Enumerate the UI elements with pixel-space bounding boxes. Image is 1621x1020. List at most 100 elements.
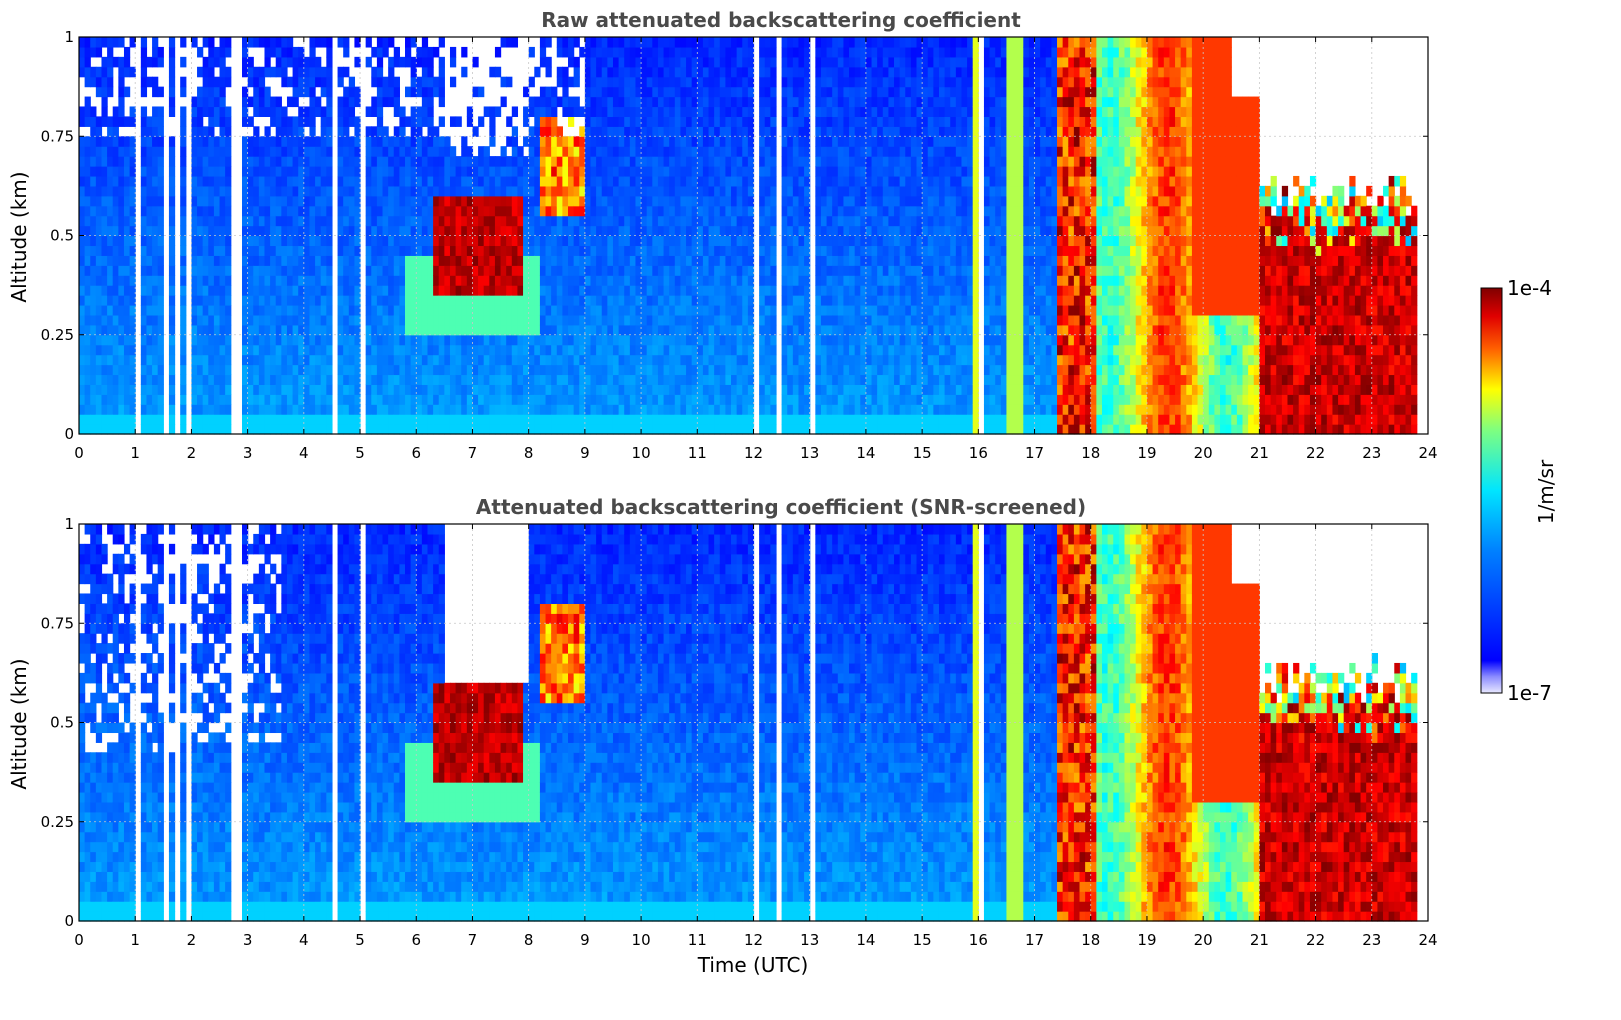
heatmap-cell — [371, 374, 378, 385]
heatmap-cell — [865, 66, 873, 78]
heatmap-cell — [421, 424, 429, 435]
heatmap-cell — [624, 424, 631, 435]
heatmap-cell — [815, 394, 822, 405]
heatmap-cell — [804, 344, 811, 356]
heatmap-cell — [511, 156, 519, 167]
heatmap-cell — [388, 37, 395, 48]
heatmap-cell — [657, 146, 665, 157]
heatmap-cell — [714, 314, 721, 326]
heatmap-cell — [657, 404, 665, 415]
heatmap-cell — [624, 106, 631, 117]
heatmap-cell — [410, 166, 417, 177]
heatmap-cell — [202, 245, 209, 256]
heatmap-cell — [551, 106, 558, 117]
heatmap-cell — [764, 106, 771, 117]
heatmap-cell — [112, 304, 119, 316]
heatmap-cell — [882, 76, 889, 88]
heatmap-cell — [820, 96, 828, 108]
heatmap-cell — [596, 354, 603, 366]
heatmap-cell — [702, 354, 710, 366]
heatmap-cell — [191, 166, 198, 177]
heatmap-cell — [483, 245, 490, 256]
heatmap-cell — [371, 414, 378, 425]
heatmap-cell — [815, 56, 822, 68]
heatmap-cell — [719, 146, 726, 157]
heatmap-cell — [112, 235, 119, 247]
heatmap-cell — [657, 414, 665, 425]
heatmap-area: 0 1 2 3 4 5 6 7 8 9 10 11 12 13 14 15 16 17 18 19 20 21 22 23 24… — [41, 28, 1438, 462]
heatmap-cell — [129, 136, 136, 147]
heatmap-cell — [309, 334, 316, 346]
heatmap-cell — [326, 344, 333, 356]
heatmap-cell — [129, 304, 136, 316]
heatmap-cell — [702, 285, 710, 296]
heatmap-cell — [736, 275, 743, 286]
heatmap-cell — [877, 295, 884, 306]
heatmap-cell — [854, 354, 861, 366]
heatmap-cell — [511, 175, 519, 187]
heatmap-cell — [376, 354, 384, 366]
heatmap-cell — [123, 324, 131, 336]
heatmap-cell — [652, 364, 659, 376]
heatmap-cell — [292, 175, 299, 187]
heatmap-cell — [590, 56, 597, 68]
heatmap-cell — [275, 215, 282, 227]
heatmap-cell — [674, 46, 682, 58]
heatmap-cell — [826, 255, 833, 266]
heatmap-cell — [180, 334, 187, 346]
heatmap-cell — [247, 37, 254, 48]
heatmap-cell — [253, 334, 260, 346]
heatmap-cell — [849, 324, 856, 336]
heatmap-cell — [286, 225, 294, 237]
heatmap-cell — [427, 334, 434, 346]
heatmap-cell — [129, 185, 136, 197]
heatmap-cell — [719, 364, 726, 376]
heatmap-cell — [191, 245, 198, 256]
heatmap-cell — [865, 156, 873, 167]
heatmap-cell — [747, 106, 755, 117]
heatmap-cell — [444, 295, 451, 306]
heatmap-cell — [410, 265, 417, 276]
heatmap-cell — [680, 175, 687, 187]
heatmap-cell — [612, 195, 620, 207]
heatmap-cell — [270, 205, 277, 217]
heatmap-cell — [129, 235, 136, 247]
heatmap-cell — [691, 364, 698, 376]
heatmap-cell — [140, 324, 148, 336]
heatmap-cell — [180, 126, 187, 137]
heatmap-cell — [427, 245, 434, 256]
heatmap-cell — [579, 265, 586, 276]
heatmap-cell — [674, 185, 682, 197]
heatmap-cell — [804, 56, 811, 68]
heatmap-cell — [438, 374, 445, 385]
heatmap-cell — [747, 166, 755, 177]
heatmap-cell — [815, 205, 822, 217]
heatmap-cell — [168, 235, 176, 247]
heatmap-cell — [787, 46, 794, 58]
heatmap-cell — [725, 175, 732, 187]
heatmap-cell — [871, 96, 878, 108]
heatmap-cell — [826, 275, 833, 286]
heatmap-cell — [118, 76, 125, 88]
heatmap-cell — [112, 215, 119, 227]
heatmap-cell — [691, 96, 698, 108]
heatmap-cell — [759, 424, 766, 435]
heatmap-cell — [95, 364, 103, 376]
heatmap-cell — [309, 205, 316, 217]
heatmap-cell — [405, 354, 412, 366]
heatmap-cell — [820, 195, 828, 207]
heatmap-cell — [629, 354, 637, 366]
heatmap-cell — [719, 56, 726, 68]
heatmap-cell — [860, 235, 867, 247]
heatmap-cell — [449, 116, 457, 127]
heatmap-cell — [433, 46, 440, 58]
heatmap-cell — [258, 245, 266, 256]
heatmap-cell — [865, 205, 873, 217]
heatmap-cell — [129, 324, 136, 336]
heatmap-cell — [146, 295, 153, 306]
heatmap-cell — [489, 324, 496, 336]
heatmap-cell — [382, 166, 389, 177]
heatmap-cell — [286, 96, 294, 108]
heatmap-cell — [568, 295, 575, 306]
heatmap-cell — [191, 354, 198, 366]
